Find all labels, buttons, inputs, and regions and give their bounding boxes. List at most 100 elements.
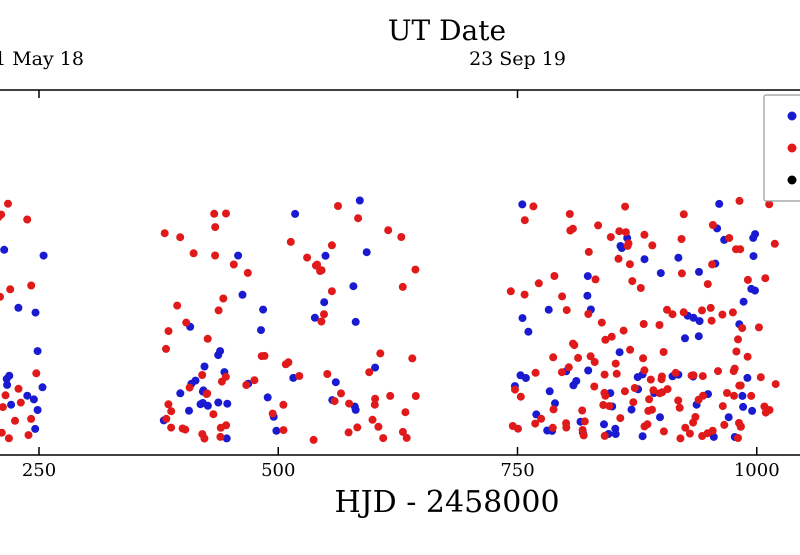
data-point-series-2	[659, 348, 668, 356]
data-point-series-1	[371, 363, 380, 372]
legend-marker-series-2	[787, 143, 797, 153]
data-point-series-1	[638, 432, 647, 441]
top-tick-label: 23 Sep 19	[469, 48, 566, 70]
data-point-series-2	[612, 369, 621, 378]
data-point-series-2	[243, 268, 252, 277]
data-point-series-2	[600, 370, 609, 379]
data-point-series-1	[616, 242, 625, 250]
data-point-series-1	[31, 308, 40, 317]
data-point-series-1	[739, 402, 748, 411]
x-tick-label: 1000	[734, 460, 780, 481]
data-point-series-2	[623, 241, 632, 250]
data-point-series-1	[633, 373, 642, 382]
data-point-series-2	[579, 431, 588, 440]
data-point-series-2	[586, 352, 595, 361]
data-point-series-1	[31, 424, 40, 433]
data-point-series-2	[162, 344, 170, 353]
data-point-series-2	[723, 389, 731, 397]
legend	[763, 94, 800, 202]
data-point-series-2	[411, 392, 420, 400]
data-point-series-2	[164, 327, 173, 336]
data-point-series-2	[397, 233, 406, 241]
data-point-series-2	[0, 403, 7, 412]
data-point-series-2	[379, 434, 388, 443]
x-tick-label: 750	[500, 460, 534, 481]
data-point-series-2	[370, 400, 379, 409]
data-point-series-2	[619, 326, 628, 335]
data-point-series-2	[649, 386, 658, 395]
data-point-series-1	[583, 272, 592, 281]
data-point-series-2	[0, 213, 3, 221]
data-point-series-2	[607, 332, 616, 341]
data-point-series-2	[629, 398, 638, 407]
data-point-series-2	[685, 429, 694, 438]
data-point-series-1	[583, 291, 592, 300]
data-point-series-2	[384, 226, 393, 235]
data-point-series-2	[6, 285, 15, 294]
data-point-series-2	[756, 373, 765, 382]
data-point-series-2	[167, 423, 176, 432]
data-point-series-2	[677, 269, 686, 278]
data-point-series-2	[549, 353, 558, 362]
data-point-series-2	[164, 400, 173, 409]
x-tick-label: 500	[261, 460, 295, 481]
data-point-series-2	[198, 371, 207, 379]
data-point-series-2	[600, 388, 609, 397]
data-point-series-1	[2, 374, 11, 383]
data-point-series-2	[659, 427, 668, 436]
data-point-series-1	[572, 377, 581, 385]
data-point-series-2	[281, 360, 290, 369]
data-point-series-1	[600, 420, 608, 429]
data-point-series-1	[349, 282, 358, 291]
data-point-series-2	[611, 359, 620, 368]
data-point-series-2	[16, 398, 25, 407]
data-point-series-2	[691, 413, 700, 421]
data-point-series-2	[203, 334, 212, 343]
data-point-series-2	[725, 234, 734, 242]
data-point-series-1	[14, 303, 23, 312]
data-point-series-2	[574, 353, 583, 362]
data-point-series-2	[368, 415, 377, 424]
data-point-series-2	[601, 335, 610, 344]
data-point-series-2	[401, 408, 410, 417]
data-point-series-2	[371, 394, 380, 403]
data-point-series-1	[640, 255, 649, 264]
data-point-series-2	[548, 423, 557, 432]
data-point-series-2	[167, 407, 176, 416]
data-point-series-1	[351, 317, 360, 326]
data-point-series-1	[291, 209, 300, 218]
data-point-series-2	[760, 402, 769, 411]
data-point-series-1	[748, 406, 757, 415]
data-point-series-2	[531, 419, 540, 428]
data-point-series-2	[771, 380, 780, 389]
data-point-series-2	[374, 422, 383, 431]
data-point-series-2	[514, 424, 522, 433]
legend-marker-series-3	[787, 175, 797, 185]
data-point-series-2	[344, 428, 353, 437]
x-axis-title: HJD - 2458000	[334, 485, 559, 520]
data-point-series-1	[38, 383, 47, 392]
data-point-series-2	[279, 426, 288, 435]
data-point-series-2	[640, 366, 649, 375]
data-point-series-2	[639, 354, 648, 363]
data-point-series-2	[639, 320, 648, 328]
data-point-series-1	[362, 248, 371, 257]
data-point-series-1	[222, 434, 231, 443]
data-point-series-1	[715, 199, 724, 208]
data-point-series-2	[511, 385, 519, 394]
data-point-series-2	[606, 233, 615, 242]
data-point-series-2	[594, 221, 603, 230]
data-point-series-2	[616, 414, 625, 423]
data-point-series-2	[260, 351, 269, 360]
data-point-series-2	[330, 397, 339, 406]
data-point-series-2	[320, 310, 328, 319]
data-point-series-2	[708, 221, 717, 229]
data-point-series-1	[191, 376, 200, 385]
data-point-series-2	[643, 420, 652, 429]
data-point-series-2	[626, 345, 635, 354]
data-point-series-2	[173, 301, 182, 310]
axes	[0, 89, 800, 456]
